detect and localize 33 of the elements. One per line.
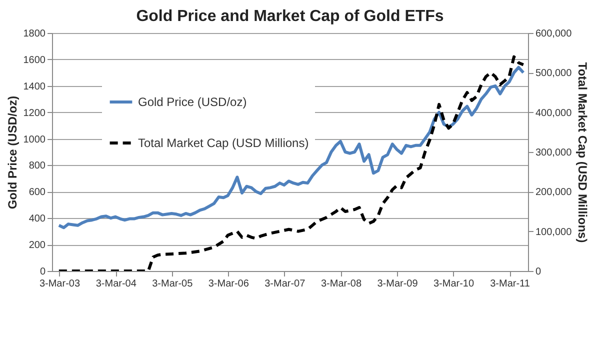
y-tick-label: 600 [28,187,46,198]
x-tick-label: 3-Mar-05 [152,278,194,290]
y2-tick-label: 400,000 [536,108,572,119]
legend-label: Total Market Cap (USD Millions) [138,136,309,150]
y-tick-label: 0 [40,266,46,278]
chart-title: Gold Price and Market Cap of Gold ETFs [136,8,444,25]
y-tick-label: 1200 [23,108,46,119]
y-tick-label: 1800 [23,28,46,40]
x-tick-label: 3-Mar-09 [377,278,418,290]
x-tick-label: 3-Mar-04 [96,278,137,290]
y-tick-label: 200 [28,240,46,252]
line-series [57,66,525,230]
y2-tick-label: 300,000 [536,148,572,158]
y2-tick-label: 500,000 [536,68,572,80]
x-tick-label: 3-Mar-11 [490,278,530,290]
y-tick-label: 1000 [23,134,46,146]
y-tick-label: 1600 [23,54,46,66]
y-axis-title: Gold Price (USD/oz) [5,96,20,210]
x-tick-label: 3-Mar-07 [264,278,306,290]
x-tick-label: 3-Mar-03 [39,278,80,290]
y2-axis-title: Total Market Cap (USD Millions) [576,62,590,243]
y-tick-label: 400 [28,214,46,225]
line-series [57,55,525,271]
y-tick-label: 800 [28,160,46,172]
y2-tick-label: 600,000 [536,28,572,40]
x-tick-label: 3-Mar-08 [320,278,362,290]
y2-tick-label: 100,000 [536,226,572,238]
x-tick-label: 3-Mar-10 [433,278,474,290]
y2-tick-label: 200,000 [536,187,572,198]
y-tick-label: 1400 [23,81,46,92]
y2-tick-label: 0 [536,266,542,278]
legend-label: Gold Price (USD/oz) [138,95,247,109]
x-tick-label: 3-Mar-06 [208,278,250,290]
